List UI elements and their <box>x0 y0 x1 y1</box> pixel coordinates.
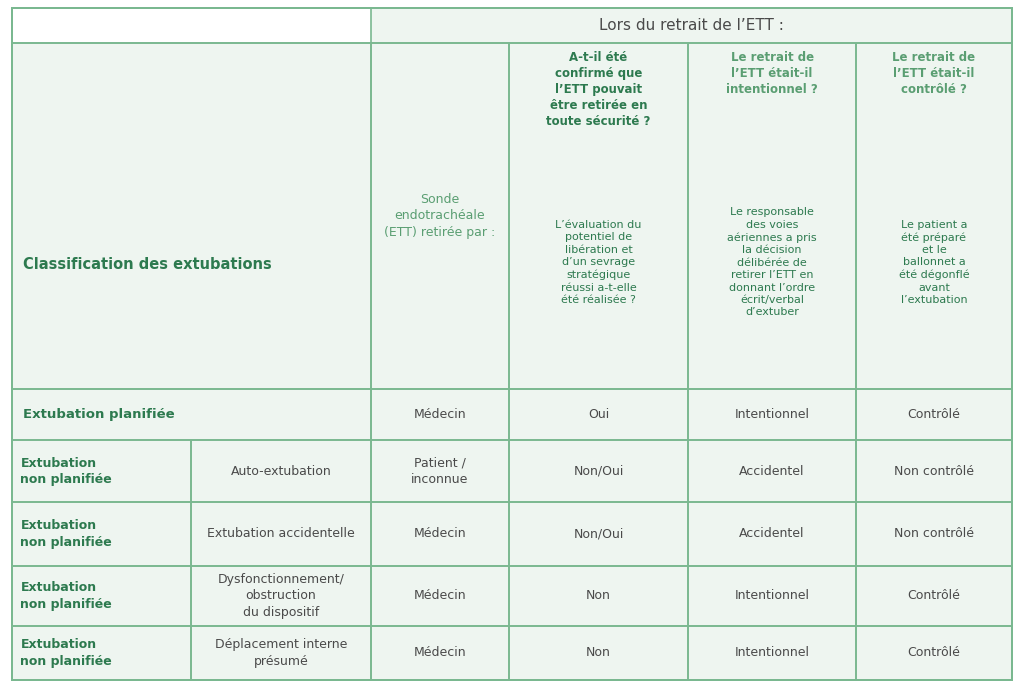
Bar <box>191 626 371 680</box>
Text: Le responsable
des voies
aériennes a pris
la décision
délibérée de
retirer l’ETT: Le responsable des voies aériennes a pri… <box>727 208 817 317</box>
Text: Médecin: Médecin <box>414 647 466 659</box>
Text: Médecin: Médecin <box>414 590 466 602</box>
Bar <box>509 626 688 680</box>
Bar <box>12 626 191 680</box>
Bar <box>688 566 856 626</box>
Text: Contrôlé: Contrôlé <box>907 408 961 421</box>
Text: Le patient a
été préparé
et le
ballonnet a
été dégonflé
avant
l’extubation: Le patient a été préparé et le ballonnet… <box>899 219 969 305</box>
Bar <box>509 502 688 566</box>
Bar <box>191 566 371 626</box>
Bar <box>12 43 371 389</box>
Text: Contrôlé: Contrôlé <box>907 647 961 659</box>
Text: Non contrôlé: Non contrôlé <box>894 465 974 477</box>
Text: Médecin: Médecin <box>414 528 466 540</box>
Text: Le retrait de
l’ETT était-il
contrôlé ?: Le retrait de l’ETT était-il contrôlé ? <box>892 51 976 96</box>
Bar <box>12 566 191 626</box>
Text: Lors du retrait de l’ETT :: Lors du retrait de l’ETT : <box>599 18 783 33</box>
Text: Non: Non <box>586 647 611 659</box>
Bar <box>12 502 191 566</box>
Text: Oui: Oui <box>588 408 609 421</box>
Text: Intentionnel: Intentionnel <box>734 590 810 602</box>
Bar <box>509 43 688 389</box>
Bar <box>509 440 688 502</box>
Text: Extubation
non planifiée: Extubation non planifiée <box>20 457 113 486</box>
Text: Non contrôlé: Non contrôlé <box>894 528 974 540</box>
Text: Médecin: Médecin <box>414 408 466 421</box>
Bar <box>688 626 856 680</box>
Text: Accidentel: Accidentel <box>739 528 805 540</box>
Bar <box>12 8 371 43</box>
Text: Extubation planifiée: Extubation planifiée <box>23 408 174 421</box>
Text: Dysfonctionnement/
obstruction
du dispositif: Dysfonctionnement/ obstruction du dispos… <box>218 573 344 619</box>
Bar <box>688 502 856 566</box>
Text: Sonde
endotrachéale
(ETT) retirée par :: Sonde endotrachéale (ETT) retirée par : <box>384 193 496 239</box>
Text: L’évaluation du
potentiel de
libération et
d’un sevrage
stratégique
réussi a-t-e: L’évaluation du potentiel de libération … <box>555 220 642 305</box>
Text: Non/Oui: Non/Oui <box>573 528 624 540</box>
Text: A-t-il été
confirmé que
l’ETT pouvait
être retirée en
toute sécurité ?: A-t-il été confirmé que l’ETT pouvait êt… <box>547 51 650 128</box>
Text: Patient /
inconnue: Patient / inconnue <box>411 457 469 486</box>
Bar <box>371 43 509 389</box>
Bar <box>191 440 371 502</box>
Text: Auto-extubation: Auto-extubation <box>230 465 332 477</box>
Text: Contrôlé: Contrôlé <box>907 590 961 602</box>
Text: Extubation
non planifiée: Extubation non planifiée <box>20 581 113 610</box>
Bar <box>371 626 509 680</box>
Bar <box>856 502 1012 566</box>
Text: Classification des extubations: Classification des extubations <box>23 257 271 272</box>
Bar <box>12 389 371 440</box>
Text: Déplacement interne
présumé: Déplacement interne présumé <box>215 638 347 667</box>
Text: Accidentel: Accidentel <box>739 465 805 477</box>
Bar <box>509 566 688 626</box>
Bar <box>191 502 371 566</box>
Bar <box>856 43 1012 389</box>
Bar <box>371 502 509 566</box>
Bar <box>856 440 1012 502</box>
Bar <box>688 43 856 389</box>
Text: Non/Oui: Non/Oui <box>573 465 624 477</box>
Bar <box>371 8 1012 43</box>
Bar <box>509 389 688 440</box>
Bar <box>856 566 1012 626</box>
Text: Extubation
non planifiée: Extubation non planifiée <box>20 519 113 548</box>
Text: Intentionnel: Intentionnel <box>734 647 810 659</box>
Bar <box>856 389 1012 440</box>
Bar <box>688 389 856 440</box>
Bar <box>856 626 1012 680</box>
Text: Intentionnel: Intentionnel <box>734 408 810 421</box>
Text: Le retrait de
l’ETT était-il
intentionnel ?: Le retrait de l’ETT était-il intentionne… <box>726 51 818 96</box>
Bar <box>371 566 509 626</box>
Text: Non: Non <box>586 590 611 602</box>
Text: Extubation accidentelle: Extubation accidentelle <box>207 528 355 540</box>
Bar <box>688 440 856 502</box>
Bar <box>371 389 509 440</box>
Bar <box>371 440 509 502</box>
Bar <box>12 440 191 502</box>
Text: Extubation
non planifiée: Extubation non planifiée <box>20 638 113 667</box>
